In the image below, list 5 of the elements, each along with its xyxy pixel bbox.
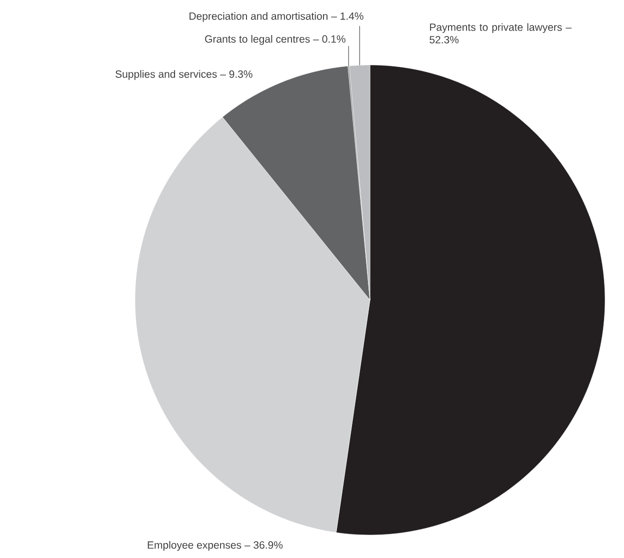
slice-label: Employee expenses – 36.9% <box>148 541 283 551</box>
slice-label: Grants to legal centres – 0.1% <box>205 35 346 45</box>
slice-label: Payments to private lawyers – 52.3% <box>430 23 572 44</box>
slice-label: Supplies and services – 9.3% <box>116 70 252 80</box>
slice-label: Depreciation and amortisation – 1.4% <box>190 12 364 22</box>
